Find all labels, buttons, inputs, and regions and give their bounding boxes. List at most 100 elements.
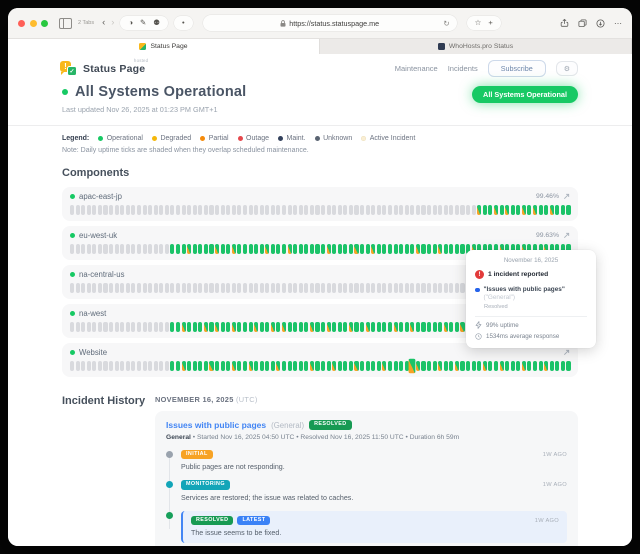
uptime-tick[interactable] — [75, 244, 80, 254]
uptime-tick[interactable] — [404, 205, 409, 215]
uptime-tick[interactable] — [488, 244, 493, 254]
uptime-tick[interactable] — [393, 244, 398, 254]
uptime-tick[interactable] — [281, 205, 287, 215]
uptime-tick[interactable] — [242, 361, 247, 371]
extension-badge-icon[interactable]: ⚉ — [153, 18, 161, 28]
uptime-tick[interactable] — [387, 361, 393, 371]
uptime-tick[interactable] — [309, 283, 314, 293]
uptime-tick[interactable] — [120, 322, 125, 332]
uptime-tick[interactable] — [293, 205, 298, 215]
uptime-tick[interactable] — [198, 361, 203, 371]
uptime-tick[interactable] — [315, 244, 320, 254]
uptime-tick[interactable] — [136, 205, 142, 215]
uptime-tick[interactable] — [97, 361, 102, 371]
uptime-tick[interactable] — [231, 322, 236, 332]
uptime-tick[interactable] — [560, 361, 565, 371]
uptime-tick[interactable] — [549, 244, 554, 254]
uptime-tick[interactable] — [415, 244, 420, 254]
uptime-tick[interactable] — [86, 283, 91, 293]
uptime-tick[interactable] — [298, 244, 303, 254]
uptime-tick[interactable] — [153, 244, 158, 254]
uptime-tick[interactable] — [215, 205, 220, 215]
uptime-tick[interactable] — [427, 205, 432, 215]
incident-title-link[interactable]: Issues with public pages — [166, 420, 267, 430]
uptime-tick[interactable] — [293, 244, 298, 254]
uptime-tick[interactable] — [187, 322, 192, 332]
uptime-tick[interactable] — [97, 283, 102, 293]
uptime-tick[interactable] — [304, 322, 309, 332]
uptime-tick[interactable] — [326, 361, 331, 371]
uptime-tick[interactable] — [488, 205, 493, 215]
uptime-tick[interactable] — [321, 283, 326, 293]
uptime-tick[interactable] — [482, 361, 487, 371]
uptime-tick[interactable] — [516, 244, 521, 254]
uptime-tick[interactable] — [187, 205, 192, 215]
uptime-tick[interactable] — [226, 322, 231, 332]
nav-maintenance-link[interactable]: Maintenance — [394, 64, 438, 73]
uptime-tick[interactable] — [181, 322, 186, 332]
uptime-tick[interactable] — [516, 361, 521, 371]
uptime-tick[interactable] — [287, 322, 292, 332]
uptime-tick[interactable] — [427, 283, 432, 293]
uptime-tick[interactable] — [371, 361, 376, 371]
uptime-tick[interactable] — [125, 244, 130, 254]
uptime-tick[interactable] — [382, 322, 387, 332]
uptime-tick[interactable] — [309, 322, 314, 332]
reader-mode-icon[interactable]: ◑ — [128, 18, 133, 28]
uptime-tick[interactable] — [75, 361, 80, 371]
uptime-tick[interactable] — [170, 244, 175, 254]
uptime-tick[interactable] — [432, 244, 437, 254]
uptime-tick[interactable] — [544, 361, 549, 371]
uptime-tick[interactable] — [454, 283, 459, 293]
uptime-tick[interactable] — [521, 244, 526, 254]
uptime-tick[interactable] — [326, 283, 331, 293]
uptime-tick[interactable] — [449, 244, 454, 254]
uptime-tick[interactable] — [187, 244, 192, 254]
uptime-tick[interactable] — [81, 361, 86, 371]
uptime-tick[interactable] — [309, 244, 314, 254]
uptime-tick[interactable] — [270, 322, 275, 332]
uptime-tick[interactable] — [387, 244, 393, 254]
uptime-tick[interactable] — [365, 361, 370, 371]
uptime-tick[interactable] — [242, 283, 247, 293]
extension-dot-button[interactable]: • — [174, 16, 193, 30]
downloads-icon[interactable] — [596, 18, 605, 28]
uptime-tick[interactable] — [142, 205, 147, 215]
uptime-tick[interactable] — [215, 283, 220, 293]
uptime-tick[interactable] — [237, 322, 242, 332]
uptime-tick[interactable] — [393, 283, 398, 293]
uptime-tick[interactable] — [198, 244, 203, 254]
uptime-tick[interactable] — [75, 205, 80, 215]
uptime-tick[interactable] — [293, 322, 298, 332]
uptime-tick[interactable] — [187, 283, 192, 293]
uptime-tick[interactable] — [265, 205, 270, 215]
uptime-tick[interactable] — [443, 205, 448, 215]
uptime-tick[interactable] — [348, 361, 353, 371]
tab-overview-icon[interactable] — [578, 18, 587, 28]
uptime-tick[interactable] — [365, 205, 370, 215]
uptime-tick[interactable] — [538, 205, 543, 215]
uptime-tick[interactable] — [337, 283, 342, 293]
uptime-tick[interactable] — [287, 244, 292, 254]
uptime-tick[interactable] — [387, 322, 393, 332]
uptime-tick[interactable] — [142, 244, 147, 254]
uptime-tick[interactable] — [164, 244, 169, 254]
uptime-tick[interactable] — [192, 361, 197, 371]
uptime-tick[interactable] — [70, 244, 75, 254]
uptime-tick[interactable] — [505, 205, 510, 215]
uptime-tick[interactable] — [337, 244, 342, 254]
uptime-tick[interactable] — [560, 244, 565, 254]
uptime-tick[interactable] — [321, 205, 326, 215]
sidebar-toggle-icon[interactable] — [59, 17, 72, 29]
uptime-tick[interactable] — [86, 361, 91, 371]
uptime-tick[interactable] — [97, 322, 102, 332]
uptime-tick[interactable] — [220, 244, 225, 254]
uptime-tick[interactable] — [109, 283, 114, 293]
uptime-tick[interactable] — [148, 244, 153, 254]
uptime-tick[interactable] — [148, 361, 153, 371]
uptime-tick[interactable] — [276, 322, 281, 332]
uptime-tick[interactable] — [131, 244, 136, 254]
uptime-tick[interactable] — [382, 205, 387, 215]
uptime-tick[interactable] — [209, 244, 214, 254]
uptime-tick[interactable] — [131, 361, 136, 371]
